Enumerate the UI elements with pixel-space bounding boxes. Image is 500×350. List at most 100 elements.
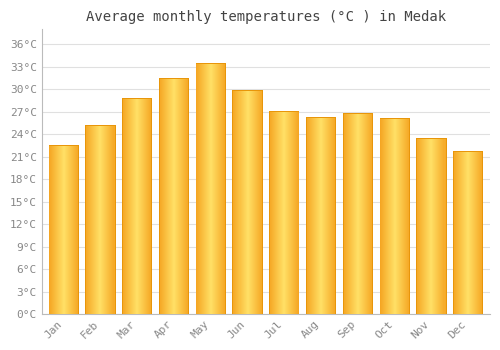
Bar: [244, 90, 246, 314]
Bar: [409, 118, 410, 314]
Bar: [396, 118, 398, 314]
Bar: [367, 113, 368, 314]
Bar: [326, 117, 327, 314]
Bar: [292, 111, 294, 314]
Bar: [332, 117, 333, 314]
Bar: [276, 111, 278, 314]
Bar: [122, 98, 152, 99]
Bar: [56, 145, 58, 314]
Bar: [372, 113, 373, 314]
Bar: [181, 78, 182, 314]
Bar: [274, 111, 276, 314]
Bar: [270, 111, 272, 314]
Bar: [232, 90, 234, 314]
Bar: [54, 145, 56, 314]
Bar: [457, 150, 458, 314]
Bar: [180, 78, 181, 314]
Bar: [168, 78, 169, 314]
Bar: [224, 63, 225, 314]
Bar: [310, 117, 311, 314]
Bar: [150, 98, 152, 314]
Bar: [456, 150, 457, 314]
Bar: [384, 118, 386, 314]
Bar: [406, 118, 408, 314]
Bar: [209, 63, 210, 314]
Bar: [426, 138, 428, 314]
Bar: [176, 78, 177, 314]
Bar: [170, 78, 171, 314]
Bar: [133, 98, 134, 314]
Bar: [96, 125, 98, 314]
Bar: [465, 150, 466, 314]
Bar: [196, 63, 198, 314]
Bar: [114, 125, 116, 314]
Bar: [361, 113, 362, 314]
Bar: [206, 63, 208, 314]
Bar: [248, 90, 250, 314]
Bar: [461, 150, 462, 314]
Bar: [269, 111, 300, 112]
Bar: [422, 138, 424, 314]
Bar: [313, 117, 314, 314]
Bar: [92, 125, 94, 314]
Bar: [167, 78, 168, 314]
Bar: [471, 150, 472, 314]
Bar: [370, 113, 371, 314]
Bar: [468, 150, 469, 314]
Bar: [432, 138, 434, 314]
Bar: [132, 98, 133, 314]
Bar: [472, 150, 473, 314]
Bar: [179, 78, 180, 314]
Bar: [202, 63, 203, 314]
Bar: [134, 98, 135, 314]
Bar: [148, 98, 150, 314]
Bar: [225, 63, 226, 314]
Bar: [315, 117, 316, 314]
Bar: [108, 125, 110, 314]
Bar: [475, 150, 476, 314]
Bar: [188, 78, 189, 314]
Bar: [400, 118, 402, 314]
Bar: [402, 118, 404, 314]
Bar: [416, 138, 418, 314]
Bar: [183, 78, 184, 314]
Bar: [394, 118, 396, 314]
Bar: [52, 145, 54, 314]
Bar: [424, 138, 426, 314]
Bar: [139, 98, 140, 314]
Bar: [127, 98, 128, 314]
Bar: [355, 113, 356, 314]
Bar: [380, 118, 410, 119]
Bar: [351, 113, 352, 314]
Bar: [126, 98, 127, 314]
Bar: [352, 113, 353, 314]
Bar: [232, 90, 234, 314]
Bar: [343, 113, 344, 314]
Bar: [68, 145, 70, 314]
Bar: [408, 118, 410, 314]
Bar: [404, 118, 406, 314]
Bar: [171, 78, 172, 314]
Bar: [159, 78, 160, 314]
Bar: [306, 117, 307, 314]
Bar: [364, 113, 365, 314]
Bar: [104, 125, 106, 314]
Bar: [298, 111, 300, 314]
Bar: [462, 150, 463, 314]
Bar: [136, 98, 137, 314]
Bar: [354, 113, 355, 314]
Bar: [86, 125, 88, 314]
Bar: [163, 78, 164, 314]
Bar: [145, 98, 146, 314]
Bar: [343, 113, 344, 314]
Bar: [459, 150, 460, 314]
Bar: [366, 113, 367, 314]
Bar: [480, 150, 482, 314]
Bar: [288, 111, 290, 314]
Bar: [236, 90, 238, 314]
Bar: [165, 78, 166, 314]
Bar: [169, 78, 170, 314]
Bar: [130, 98, 131, 314]
Bar: [216, 63, 217, 314]
Bar: [371, 113, 372, 314]
